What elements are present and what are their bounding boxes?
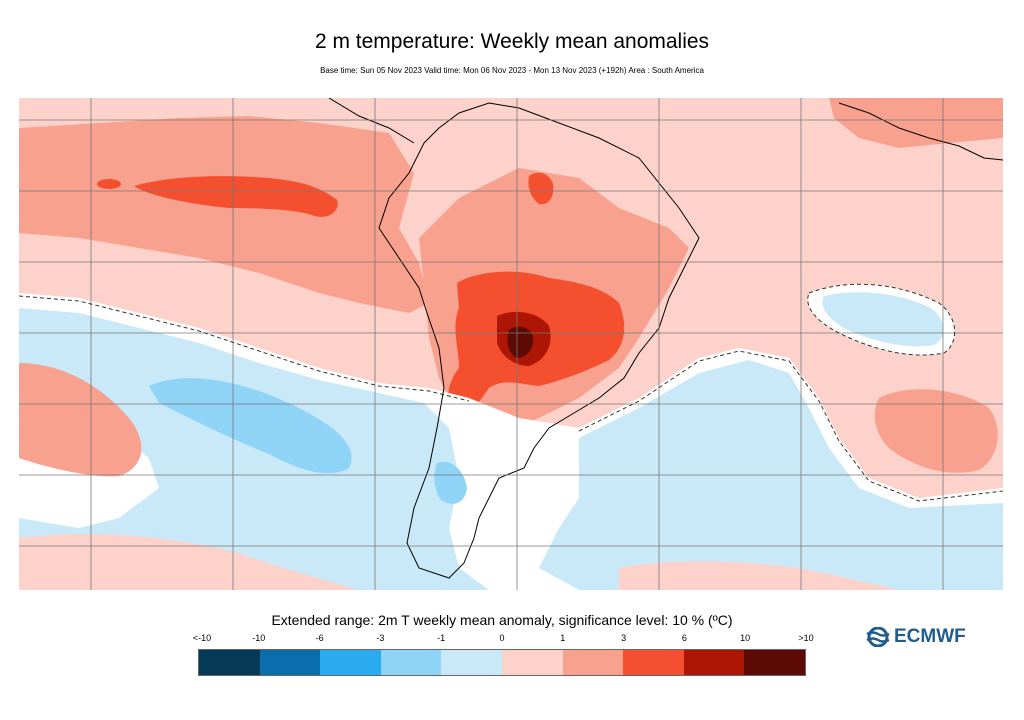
color-bar-tick-label: -10 (252, 633, 266, 643)
coastline-central-america (328, 98, 415, 144)
anomaly-region-pacific-streak (134, 176, 338, 217)
anomaly-region-extreme (507, 326, 534, 358)
legend-title: Extended range: 2m T weekly mean anomaly… (271, 612, 733, 628)
anomaly-map (19, 98, 1003, 590)
color-bar-swatch (623, 650, 684, 675)
ecmwf-logo-text: ECMWF (894, 626, 966, 647)
color-bar-tick-label: -1 (437, 633, 446, 643)
color-bar-swatch (562, 650, 624, 675)
anomaly-region-south-pacific-cool (19, 308, 489, 590)
ecmwf-logo: ECMWF (865, 625, 980, 649)
color-bar-swatch (744, 650, 805, 675)
color-bar-tick-label: 1 (560, 633, 566, 643)
color-bar-tick-label: -3 (376, 633, 385, 643)
color-bar-swatch (501, 650, 563, 675)
color-bar-tick-label: >10 (798, 633, 814, 643)
anomaly-region-south-atlantic-warm (874, 389, 998, 473)
graticule (19, 98, 1003, 590)
significance-contours (19, 283, 1003, 502)
anomaly-region-southern-warm-strip-east (619, 561, 899, 590)
color-bar-tick-label: 6 (681, 633, 687, 643)
anomaly-region-amazon-patch (528, 172, 554, 205)
color-bar-swatch (320, 650, 381, 675)
color-bar-tick-label: 3 (621, 633, 627, 643)
color-bar-swatch (259, 650, 321, 675)
anomaly-region-pacific-cool-core (149, 378, 352, 474)
anomaly-region-north-pacific-band (19, 116, 429, 313)
color-bar-swatch (199, 650, 260, 675)
ecmwf-logo-icon (866, 627, 890, 647)
color-bar-tick-label: <-10 (192, 633, 212, 643)
color-bar-swatch (441, 650, 502, 675)
page-subtitle: Base time: Sun 05 Nov 2023 Valid time: M… (320, 66, 704, 75)
anomaly-region-chile-cool (434, 461, 467, 504)
anomaly-region-north-atlantic (829, 98, 1003, 148)
coastline-west-africa (838, 102, 1003, 161)
anomaly-region-small-patch (97, 179, 121, 189)
page-title: 2 m temperature: Weekly mean anomalies (314, 30, 710, 53)
coastline-south-america (378, 102, 700, 579)
anomaly-region-southern-warm-strip (19, 533, 359, 590)
color-bar (198, 649, 806, 676)
color-bar-tick-label: 10 (740, 633, 751, 643)
anomaly-region-southeast-pacific-warm (19, 363, 142, 477)
color-bar-tick-label: 0 (499, 633, 505, 643)
color-bar-swatch (683, 650, 745, 675)
color-bar-swatch (380, 650, 442, 675)
color-bar-tick-label: -6 (315, 633, 324, 643)
